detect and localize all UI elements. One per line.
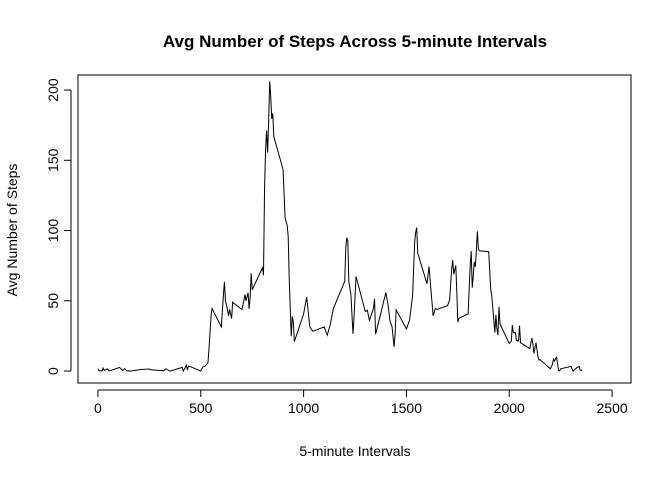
x-axis-label: 5-minute Intervals [299, 443, 410, 459]
x-tick-label: 0 [94, 400, 102, 416]
plot-box [77, 74, 632, 384]
x-tick-label: 2000 [494, 400, 525, 416]
x-tick-label: 2500 [597, 400, 628, 416]
chart-title: Avg Number of Steps Across 5-minute Inte… [163, 32, 547, 51]
y-axis-label: Avg Number of Steps [4, 164, 20, 297]
y-tick-label: 0 [45, 367, 61, 375]
y-tick-label: 200 [45, 78, 61, 102]
y-tick-label: 50 [45, 293, 61, 309]
x-tick-label: 1500 [391, 400, 422, 416]
y-tick-label: 150 [45, 148, 61, 172]
x-tick-label: 1000 [288, 400, 319, 416]
data-line [97, 81, 583, 373]
y-tick-label: 100 [45, 219, 61, 243]
x-tick-label: 500 [189, 400, 213, 416]
